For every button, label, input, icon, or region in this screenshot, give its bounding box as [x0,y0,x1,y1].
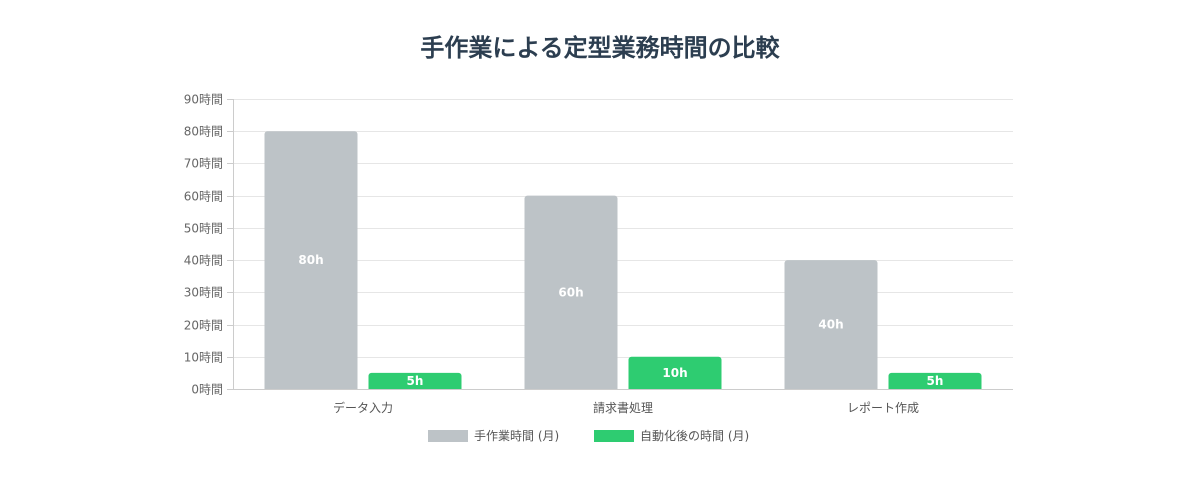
bar-base [888,386,982,389]
bar-automated [368,372,462,389]
legend-label: 手作業時間 (月) [474,429,559,443]
data-label: 5h [927,374,944,388]
bar-base [628,386,722,389]
y-tick-label: 70時間 [184,157,223,171]
x-tick-label: 請求書処理 [593,401,653,415]
y-tick-label: 60時間 [184,190,223,204]
data-label: 40h [818,318,843,332]
legend-swatch [428,430,468,442]
data-label: 60h [558,285,583,299]
y-tick-label: 80時間 [184,125,223,139]
y-tick-label: 10時間 [184,351,223,365]
data-label: 5h [407,374,424,388]
y-tick-label: 20時間 [184,319,223,333]
x-tick-label: レポート作成 [847,401,919,415]
x-tick-label: データ入力 [333,400,393,415]
y-tick-label: 40時間 [184,254,223,268]
bar-manual [784,260,878,389]
bar-base [784,386,878,389]
y-tick-label: 30時間 [184,286,223,300]
bar-automated [628,356,722,389]
bar-manual [264,131,358,389]
y-tick-label: 50時間 [184,222,223,236]
legend-swatch [594,430,634,442]
data-label: 80h [298,253,323,267]
bar-base [264,386,358,389]
y-tick-label: 0時間 [191,383,223,397]
bar-base [368,386,462,389]
data-label: 10h [662,366,687,380]
bar-automated [888,372,982,389]
y-tick-label: 90時間 [184,93,223,107]
bar-base [524,386,618,389]
legend-label: 自動化後の時間 (月) [640,429,749,443]
chart-title: 手作業による定型業務時間の比較 [420,34,780,62]
bar-manual [524,195,618,389]
